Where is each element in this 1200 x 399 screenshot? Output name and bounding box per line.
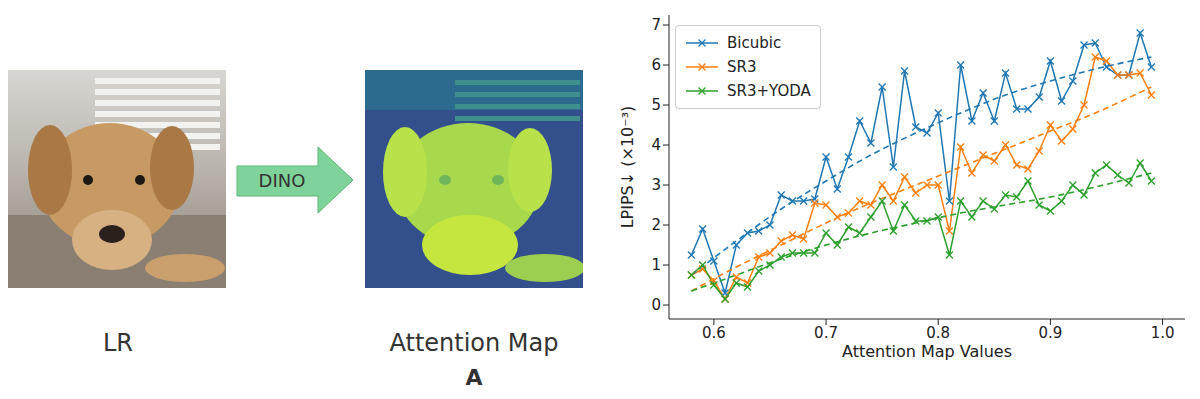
svg-text:0.9: 0.9 bbox=[1038, 324, 1062, 342]
svg-text:1.0: 1.0 bbox=[1151, 324, 1175, 342]
svg-text:0.8: 0.8 bbox=[926, 324, 950, 342]
html-text:SR3: SR3 bbox=[727, 58, 757, 76]
svg-text:0.6: 0.6 bbox=[702, 324, 726, 342]
html-text:SR3+YODA: SR3+YODA bbox=[727, 82, 811, 100]
svg-text:A: A bbox=[465, 365, 482, 390]
svg-text:4: 4 bbox=[651, 136, 661, 154]
svg-text:Attention Map: Attention Map bbox=[389, 329, 558, 357]
svg-text:2: 2 bbox=[651, 216, 661, 234]
svg-text:0.7: 0.7 bbox=[814, 324, 838, 342]
svg-text:LPIPS↓ (×10⁻³): LPIPS↓ (×10⁻³) bbox=[618, 106, 637, 229]
svg-text:Attention Map Values: Attention Map Values bbox=[842, 342, 1012, 361]
svg-text:7: 7 bbox=[651, 16, 661, 34]
svg-text:0: 0 bbox=[651, 296, 661, 314]
svg-text:LR: LR bbox=[103, 329, 133, 357]
svg-text:DINO: DINO bbox=[259, 170, 306, 191]
svg-text:6: 6 bbox=[651, 56, 661, 74]
svg-text:1: 1 bbox=[651, 256, 661, 274]
svg-text:5: 5 bbox=[651, 96, 661, 114]
svg-text:3: 3 bbox=[651, 176, 661, 194]
html-text:Bicubic: Bicubic bbox=[727, 34, 782, 52]
